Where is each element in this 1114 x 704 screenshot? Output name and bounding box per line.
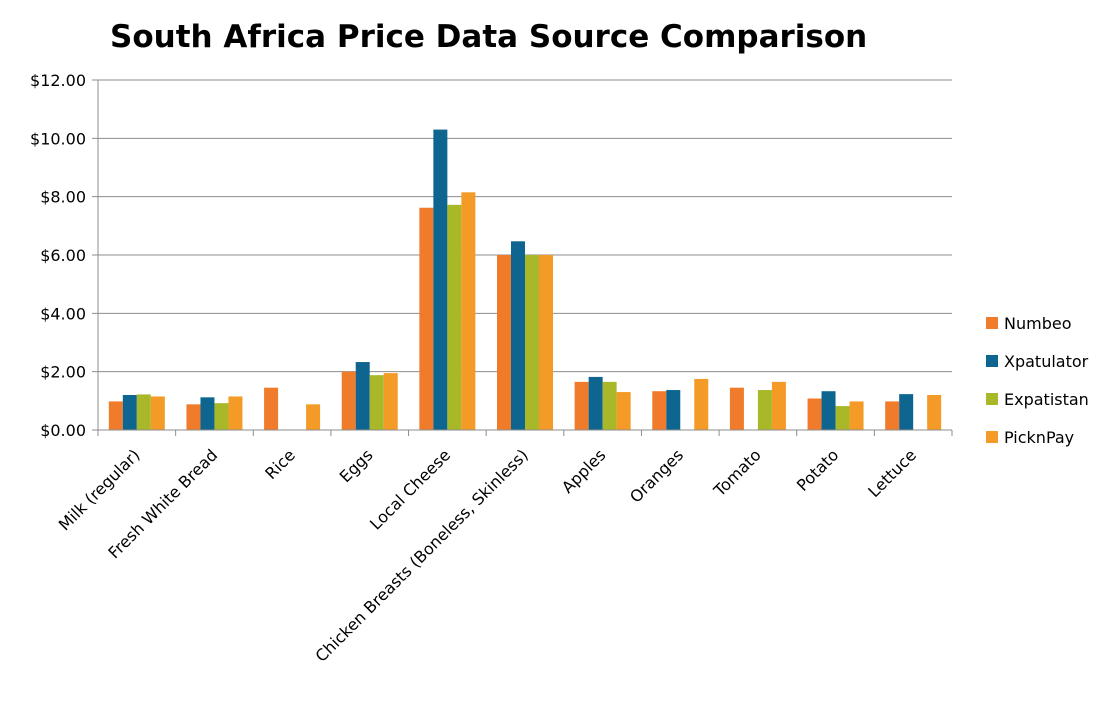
bar-numbeo — [652, 391, 667, 430]
bar-numbeo — [574, 381, 589, 430]
category-label: Lettuce — [864, 445, 920, 501]
bar-picknpay — [150, 396, 165, 430]
bar-expatistan — [214, 403, 229, 430]
bar-numbeo — [419, 207, 434, 430]
category-label: Rice — [261, 445, 299, 483]
bar-expatistan — [136, 394, 151, 430]
bar-numbeo — [186, 404, 201, 430]
x-axis — [97, 80, 953, 436]
bar-picknpay — [539, 255, 553, 430]
bar-xpatulator — [588, 376, 603, 430]
category-label: Eggs — [336, 445, 377, 486]
bar-xpatulator — [821, 391, 836, 430]
bar-xpatulator — [200, 397, 215, 430]
bar-xpatulator — [511, 241, 525, 430]
bar-picknpay — [771, 381, 786, 430]
bar-numbeo — [729, 387, 744, 430]
legend-swatch-picknpay — [986, 431, 998, 443]
bar-picknpay — [694, 378, 709, 430]
bar-expatistan — [525, 255, 539, 430]
bar-xpatulator — [122, 395, 137, 430]
legend-swatch-numbeo — [986, 317, 998, 329]
bar-expatistan — [757, 390, 772, 430]
y-tick-label: $4.00 — [40, 304, 86, 323]
bar-picknpay — [228, 396, 243, 430]
bar-numbeo — [341, 371, 356, 430]
legend-label-xpatulator: Xpatulator — [1004, 352, 1089, 371]
bar-numbeo — [807, 398, 822, 430]
y-axis-ticks: $0.00 $2.00 $4.00 $6.00 $8.00 $10.00 $12.00 — [30, 71, 86, 440]
bar-xpatulator — [433, 129, 448, 431]
bar-picknpay — [306, 404, 321, 430]
y-tick-label: $8.00 — [40, 188, 86, 207]
category-label: Oranges — [626, 445, 687, 506]
y-tick-label: $6.00 — [40, 246, 86, 265]
chart-title: South Africa Price Data Source Compariso… — [110, 19, 867, 55]
bar-numbeo — [497, 255, 511, 430]
bar-numbeo — [108, 401, 123, 430]
y-tick-label: $12.00 — [30, 71, 86, 90]
legend: Numbeo Xpatulator Expatistan PicknPay — [986, 314, 1089, 447]
y-tick-label: $10.00 — [30, 129, 86, 148]
y-tick-label: $2.00 — [40, 363, 86, 382]
category-label: Potato — [793, 445, 843, 495]
bar-expatistan — [369, 375, 384, 430]
legend-label-picknpay: PicknPay — [1004, 428, 1074, 447]
bar-picknpay — [461, 192, 476, 430]
bars — [108, 129, 942, 431]
bar-picknpay — [849, 401, 864, 430]
bar-xpatulator — [899, 394, 914, 430]
category-label: Local Cheese — [366, 445, 454, 533]
bar-numbeo — [264, 387, 279, 430]
bar-expatistan — [447, 204, 462, 430]
category-label: Apples — [558, 445, 610, 497]
category-label: Tomato — [709, 445, 764, 500]
category-labels: Milk (regular)Fresh White Bread Rice EggsL… — [55, 445, 920, 665]
legend-label-expatistan: Expatistan — [1004, 390, 1089, 409]
bar-picknpay — [927, 395, 942, 430]
category-label: Milk (regular) — [55, 445, 144, 534]
legend-label-numbeo: Numbeo — [1004, 314, 1071, 333]
legend-swatch-xpatulator — [986, 355, 998, 367]
bar-numbeo — [885, 401, 900, 430]
bar-expatistan — [602, 381, 617, 430]
bar-picknpay — [616, 392, 631, 430]
bar-expatistan — [835, 406, 850, 430]
y-tick-label: $0.00 — [40, 421, 86, 440]
bar-xpatulator — [666, 390, 681, 430]
legend-swatch-expatistan — [986, 393, 998, 405]
bar-xpatulator — [355, 362, 370, 430]
bar-picknpay — [383, 373, 398, 430]
